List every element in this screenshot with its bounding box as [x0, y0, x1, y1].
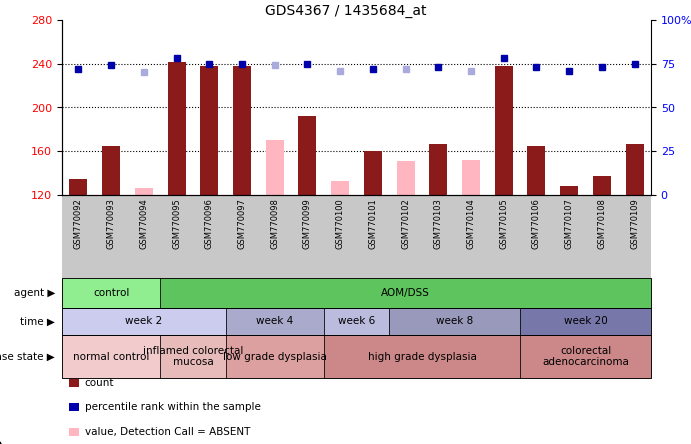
Text: low grade dysplasia: low grade dysplasia — [223, 352, 327, 361]
Bar — [102, 146, 120, 195]
Text: high grade dysplasia: high grade dysplasia — [368, 352, 476, 361]
Text: disease state ▶: disease state ▶ — [0, 352, 55, 361]
Text: week 4: week 4 — [256, 317, 293, 326]
Bar — [625, 143, 643, 195]
Bar — [331, 181, 349, 195]
Text: week 6: week 6 — [338, 317, 375, 326]
Text: AOM/DSS: AOM/DSS — [381, 288, 430, 298]
Text: week 2: week 2 — [125, 317, 162, 326]
Text: week 8: week 8 — [436, 317, 473, 326]
Text: normal control: normal control — [73, 352, 149, 361]
Bar — [266, 140, 284, 195]
Bar — [593, 176, 611, 195]
Bar — [397, 161, 415, 195]
Bar — [462, 160, 480, 195]
Bar — [233, 66, 251, 195]
Bar — [560, 186, 578, 195]
Bar — [167, 62, 185, 195]
Text: percentile rank within the sample: percentile rank within the sample — [85, 402, 261, 412]
Bar — [527, 146, 545, 195]
Text: agent ▶: agent ▶ — [14, 288, 55, 298]
Text: value, Detection Call = ABSENT: value, Detection Call = ABSENT — [85, 427, 250, 437]
Bar — [69, 178, 87, 195]
Bar — [299, 116, 316, 195]
Bar — [495, 66, 513, 195]
Bar — [429, 143, 447, 195]
Bar — [364, 151, 382, 195]
Text: week 20: week 20 — [564, 317, 607, 326]
Bar — [135, 188, 153, 195]
Text: inflamed colorectal
mucosa: inflamed colorectal mucosa — [143, 346, 243, 367]
Text: colorectal
adenocarcinoma: colorectal adenocarcinoma — [542, 346, 629, 367]
Bar — [200, 66, 218, 195]
Text: time ▶: time ▶ — [20, 317, 55, 326]
Text: GDS4367 / 1435684_at: GDS4367 / 1435684_at — [265, 4, 426, 18]
Text: control: control — [93, 288, 129, 298]
Text: count: count — [85, 378, 114, 388]
